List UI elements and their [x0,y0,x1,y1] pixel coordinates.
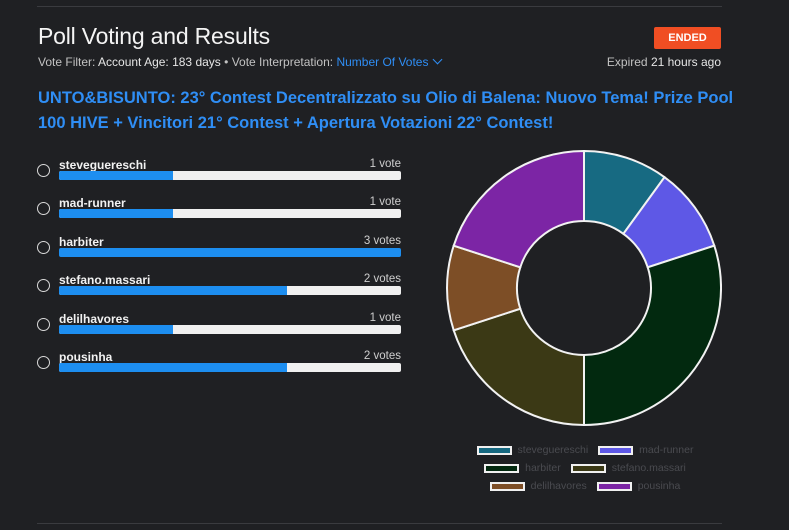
legend-row: steveguereschi mad-runner [470,444,700,456]
legend-swatch [476,445,512,455]
votes-donut-chart [446,150,722,427]
vote-interpretation-dropdown[interactable]: Number Of Votes [336,54,443,69]
option-votes: 1 vote [369,312,401,324]
chart-legend: steveguereschi mad-runner harbiter stefano.… [470,444,700,498]
legend-item[interactable]: steveguereschi [476,444,589,456]
option-votes: 1 vote [369,158,401,170]
legend-swatch [596,481,632,491]
legend-swatch [598,445,634,455]
vote-progress-bar [59,325,401,334]
radio-button[interactable] [37,356,50,369]
legend-item[interactable]: pousinha [596,480,681,492]
vote-progress-fill [59,363,288,372]
poll-option[interactable]: stevegueresch­i 1 vote [37,158,403,189]
option-votes: 2 votes [363,273,401,285]
vote-interpretation-label: Vote Interpretation: [231,55,334,69]
radio-button[interactable] [37,318,50,331]
expired-value: 21 hours ago [650,55,721,69]
vote-interpretation-value: Number Of Votes [336,55,429,69]
option-name: pousinha [59,350,113,364]
vote-progress-bar [59,286,401,295]
donut-slice-pousinha [452,150,585,269]
radio-button[interactable] [37,202,50,215]
legend-row: harbiter stefano.massari [470,462,700,474]
legend-label: stefano.massari [611,462,686,474]
vote-filter-label: Vote Filter: [38,55,96,69]
poll-option[interactable]: delilhavores 1 vote [37,312,403,343]
option-name: harbiter [59,235,104,249]
vote-filter-value: Account Age: 183 days [98,55,221,69]
legend-row: delilhavores pousinha [470,480,700,492]
radio-button[interactable] [37,241,50,254]
expiry-info: Expired 21 hours ago [607,55,721,69]
legend-item[interactable]: mad-runner [598,444,693,456]
legend-item[interactable]: delilhavores [489,480,587,492]
legend-label: steveguereschi [517,444,589,456]
vote-progress-fill [59,171,173,180]
poll-option[interactable]: pousinha 2 votes [37,350,403,381]
poll-option[interactable]: stefano.massari 2 votes [37,273,403,304]
option-votes: 2 votes [363,350,401,362]
option-name: mad-runner [59,196,126,210]
donut-slice-stefano-massari [452,307,585,427]
vote-progress-fill [59,286,288,295]
vote-progress-bar [59,248,401,257]
legend-label: harbiter [525,462,561,474]
legend-swatch [484,463,520,473]
status-badge: ENDED [654,27,721,49]
option-name: stevegueresch­i [59,158,147,172]
option-name: stefano.massari [59,273,151,287]
vote-progress-bar [59,209,401,218]
legend-swatch [489,481,525,491]
vote-progress-fill [59,248,401,257]
option-votes: 1 vote [369,196,401,208]
option-votes: 3 votes [363,235,401,247]
vote-progress-fill [59,325,173,334]
top-divider [37,6,722,7]
meta-separator: • [224,55,229,69]
legend-item[interactable]: harbiter [484,462,561,474]
vote-progress-fill [59,209,173,218]
option-name: delilhavores [59,312,130,326]
poll-option[interactable]: harbiter 3 votes [37,235,403,266]
radio-button[interactable] [37,279,50,292]
bottom-divider [37,523,722,524]
legend-label: mad-runner [639,444,694,456]
legend-label: pousinha [637,480,681,492]
vote-progress-bar [59,363,401,372]
chevron-down-icon [433,54,443,65]
radio-button[interactable] [37,164,50,177]
expired-label: Expired [606,55,648,69]
donut-slice-harbiter [583,244,722,427]
legend-swatch [570,463,606,473]
vote-progress-bar [59,171,401,180]
poll-meta: Vote Filter: Account Age: 183 days • Vot… [38,54,443,69]
legend-label: delilhavores [530,480,587,492]
page-title: Poll Voting and Results [38,23,270,49]
poll-option[interactable]: mad-runner 1 vote [37,196,403,227]
poll-question-link[interactable]: UNTO&BISUNTO: 23° Contest Decentralizzat… [38,89,734,132]
legend-item[interactable]: stefano.massari [570,462,686,474]
